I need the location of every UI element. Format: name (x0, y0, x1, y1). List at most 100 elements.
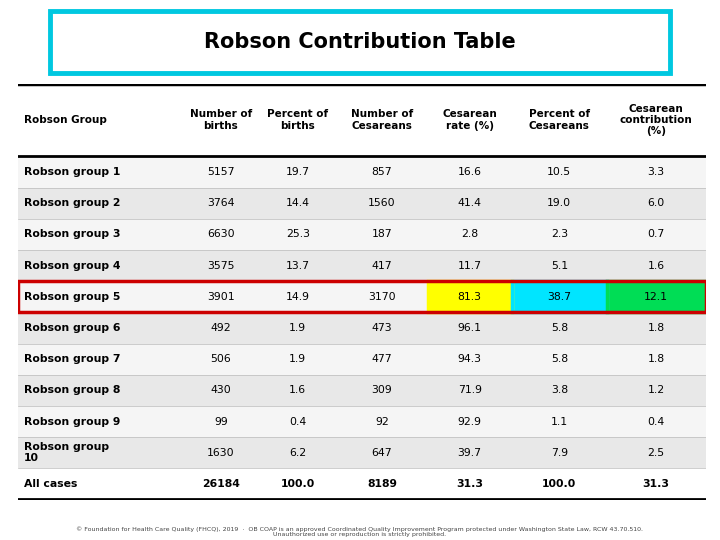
Bar (183, 157, 259, 187)
Text: Percent of
Cesareans: Percent of Cesareans (528, 110, 590, 131)
Text: 31.3: 31.3 (456, 479, 483, 489)
Bar (607, 250, 706, 281)
Text: Number of
Cesareans: Number of Cesareans (351, 110, 413, 131)
Bar (428, 219, 512, 250)
Bar (428, 437, 512, 468)
Bar (259, 84, 336, 157)
Text: 6.2: 6.2 (289, 448, 306, 458)
Bar (512, 281, 607, 312)
Bar (607, 437, 706, 468)
Text: 13.7: 13.7 (286, 261, 310, 271)
Bar (183, 281, 259, 312)
Text: 41.4: 41.4 (458, 198, 482, 208)
Bar (428, 312, 512, 343)
Bar (259, 343, 336, 375)
Bar (512, 343, 607, 375)
Text: 1.9: 1.9 (289, 354, 306, 364)
Text: 7.9: 7.9 (551, 448, 568, 458)
Text: 81.3: 81.3 (458, 292, 482, 302)
Text: 16.6: 16.6 (458, 167, 482, 177)
Bar (336, 250, 428, 281)
Text: 5.8: 5.8 (551, 323, 568, 333)
Bar (18, 406, 183, 437)
Text: 1.2: 1.2 (648, 386, 665, 395)
Text: Cesarean
rate (%): Cesarean rate (%) (442, 110, 497, 131)
Bar (18, 187, 183, 219)
Bar (183, 187, 259, 219)
Bar (336, 157, 428, 187)
Text: Robson Contribution Table: Robson Contribution Table (204, 32, 516, 52)
Bar (183, 219, 259, 250)
Bar (607, 312, 706, 343)
Text: 31.3: 31.3 (643, 479, 670, 489)
Bar (512, 157, 607, 187)
Text: 14.9: 14.9 (286, 292, 310, 302)
Bar (259, 250, 336, 281)
Bar (18, 281, 706, 312)
Bar (336, 437, 428, 468)
Bar (512, 84, 607, 157)
Bar (18, 375, 183, 406)
Bar (183, 406, 259, 437)
Text: 506: 506 (211, 354, 231, 364)
Text: Robson group
10: Robson group 10 (24, 442, 109, 463)
Bar (183, 312, 259, 343)
Text: 857: 857 (372, 167, 392, 177)
Text: 187: 187 (372, 230, 392, 239)
Bar (607, 84, 706, 157)
Text: 38.7: 38.7 (547, 292, 571, 302)
Bar (18, 219, 183, 250)
Bar (18, 343, 183, 375)
Text: Robson group 7: Robson group 7 (24, 354, 120, 364)
Bar (18, 312, 183, 343)
Text: 5157: 5157 (207, 167, 235, 177)
Bar (259, 219, 336, 250)
Text: Robson group 4: Robson group 4 (24, 261, 120, 271)
Text: 2.8: 2.8 (461, 230, 478, 239)
Bar (183, 437, 259, 468)
Bar (18, 437, 183, 468)
Text: Robson group 1: Robson group 1 (24, 167, 120, 177)
Bar (259, 157, 336, 187)
Bar (512, 250, 607, 281)
Text: 2.3: 2.3 (551, 230, 568, 239)
Text: Robson group 3: Robson group 3 (24, 230, 120, 239)
Text: Robson Group: Robson Group (24, 115, 107, 125)
Text: 19.7: 19.7 (286, 167, 310, 177)
Bar (607, 281, 706, 312)
Text: 3170: 3170 (368, 292, 396, 302)
Bar (512, 281, 607, 312)
Bar (607, 375, 706, 406)
Bar (18, 157, 183, 187)
Bar (336, 312, 428, 343)
Bar (607, 468, 706, 500)
Bar (259, 468, 336, 500)
Bar (336, 468, 428, 500)
Bar (607, 406, 706, 437)
Bar (183, 84, 259, 157)
Text: 473: 473 (372, 323, 392, 333)
Bar (336, 406, 428, 437)
Text: 10.5: 10.5 (547, 167, 572, 177)
Text: Number of
births: Number of births (190, 110, 252, 131)
Bar (336, 187, 428, 219)
Text: Robson group 8: Robson group 8 (24, 386, 120, 395)
Text: 8189: 8189 (367, 479, 397, 489)
Text: 26184: 26184 (202, 479, 240, 489)
Text: Robson group 9: Robson group 9 (24, 416, 120, 427)
Bar (607, 219, 706, 250)
Bar (183, 343, 259, 375)
Text: 71.9: 71.9 (458, 386, 482, 395)
Text: 12.1: 12.1 (644, 292, 668, 302)
Bar (428, 468, 512, 500)
Bar (428, 406, 512, 437)
Text: 2.5: 2.5 (648, 448, 665, 458)
Bar (607, 343, 706, 375)
Bar (259, 187, 336, 219)
Text: Percent of
births: Percent of births (267, 110, 328, 131)
Text: 92: 92 (375, 416, 389, 427)
Bar (336, 343, 428, 375)
Bar (259, 406, 336, 437)
Text: 647: 647 (372, 448, 392, 458)
Bar (428, 281, 512, 312)
